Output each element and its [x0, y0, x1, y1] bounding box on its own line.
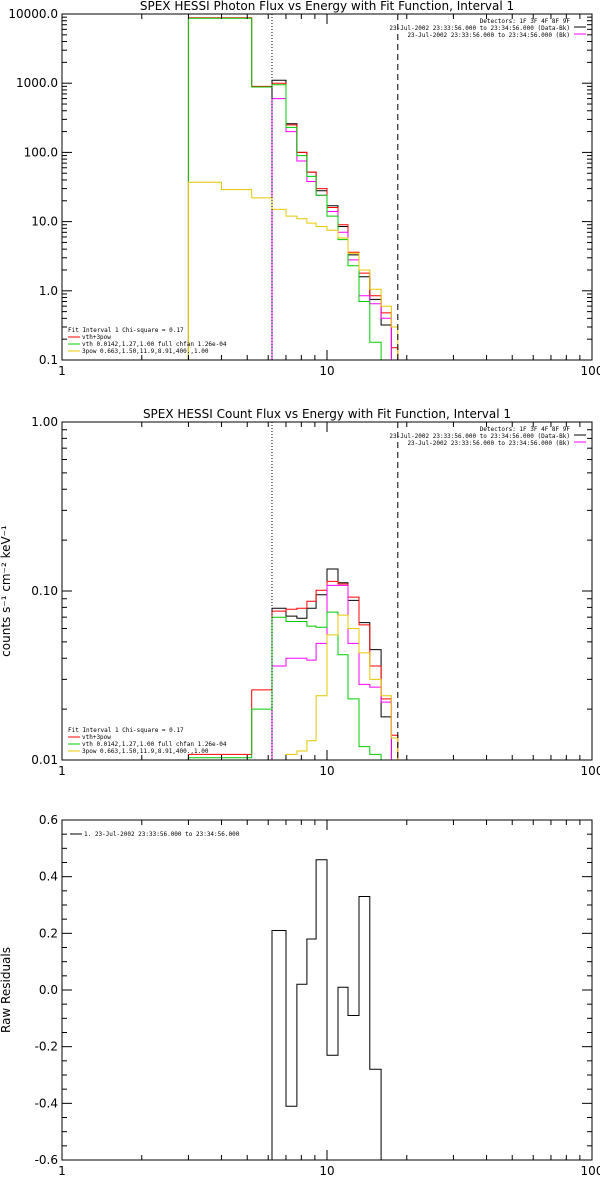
panel-title: SPEX HESSI Count Flux vs Energy with Fit… — [143, 407, 511, 421]
panel-title: SPEX HESSI Photon Flux vs Energy with Fi… — [140, 0, 514, 13]
series-1-line — [271, 568, 392, 760]
y-tick-label: 10.0 — [31, 215, 58, 229]
plot-area — [187, 17, 407, 360]
plot-area — [271, 859, 382, 1160]
y-tick-label: 100.0 — [24, 145, 58, 159]
series-2-line — [187, 580, 399, 760]
series-5-line — [187, 181, 407, 360]
legend-text: vth+3pow — [82, 734, 111, 741]
x-tick-label: 100 — [581, 364, 600, 378]
y-tick-label: 0.1 — [39, 353, 58, 367]
x-tick-label: 10 — [319, 1164, 334, 1178]
panel-3: Raw Residuals 1 10 100 -0.6 -0.4 -0.2 0.0 0.2 0.4… — [0, 813, 600, 1178]
y-tick-label: 0.2 — [39, 926, 58, 940]
series-5-line — [285, 614, 399, 760]
info-text: 23-Jul-2002 23:33:56.000 to 23:34:56.000… — [407, 440, 570, 447]
y-tick-label: 1.00 — [31, 415, 58, 429]
x-tick-label: 10 — [319, 764, 334, 778]
panel-1: SPEX HESSI Photon Flux vs Energy with Fi… — [8, 0, 600, 378]
y-axis-label: Raw Residuals — [0, 947, 13, 1033]
y-axis-label: counts s⁻¹ cm⁻² keV⁻¹ — [0, 525, 13, 657]
legend-text: vth 0.0142,1.27,1.00 full chfan 1.26e-04 — [82, 741, 227, 748]
y-tick-label: 1000.0 — [16, 76, 58, 90]
series-3-line — [271, 98, 392, 360]
series-2-line — [187, 17, 399, 360]
legend-text: 3pow 0.663,1.50,11.9,8.91,400.,1.00 — [82, 748, 209, 755]
legend-text: Fit Interval 1 Chi-square = 0.17 — [68, 727, 184, 734]
info-text: 23-Jul-2002 23:33:56.000 to 23:34:56.000… — [407, 32, 570, 39]
info-text: 23-Jul-2002 23:33:56.000 to 23:34:56.000… — [389, 25, 570, 32]
series-4-line — [187, 17, 382, 360]
y-tick-label: 0.10 — [31, 584, 58, 598]
legend-text: 1. 23-Jul-2002 23:33:56.000 to 23:34:56.… — [84, 831, 240, 838]
y-tick-label: 0.6 — [39, 813, 58, 827]
series-4-line — [187, 611, 382, 760]
legend-text: vth+3pow — [82, 334, 111, 341]
legend-text: Fit Interval 1 Chi-square = 0.17 — [68, 327, 184, 334]
info-text: 23-Jul-2002 23:33:56.000 to 23:34:56.000… — [389, 433, 570, 440]
y-tick-label: 0.01 — [31, 753, 58, 767]
y-tick-label: 1.0 — [39, 284, 58, 298]
plot-area — [187, 568, 399, 760]
series-1-line — [271, 859, 382, 1160]
legend-text: vth 0.0142,1.27,1.00 full chfan 1.26e-04 — [82, 341, 227, 348]
y-tick-label: -0.6 — [35, 1153, 58, 1167]
info-text: Detectors: 1F 3F 4F 8F 9F — [480, 18, 571, 25]
y-tick-label: 0.4 — [39, 870, 58, 884]
legend-text: 3pow 0.663,1.50,11.9,8.91,400.,1.00 — [82, 348, 209, 355]
x-tick-label: 100 — [581, 1164, 600, 1178]
y-tick-label: 10000.0 — [8, 7, 58, 21]
panel-2: SPEX HESSI Count Flux vs Energy with Fit… — [0, 407, 600, 778]
x-tick-label: 10 — [319, 364, 334, 378]
x-tick-label: 100 — [581, 764, 600, 778]
y-tick-label: -0.4 — [35, 1096, 58, 1110]
series-3-line — [271, 584, 392, 760]
plot-frame — [61, 13, 593, 361]
x-tick-label: 1 — [58, 764, 66, 778]
x-tick-label: 1 — [58, 1164, 66, 1178]
info-text: Detectors: 1F 3F 4F 8F 9F — [480, 426, 571, 433]
series-1-line — [271, 79, 392, 360]
y-tick-label: -0.2 — [35, 1040, 58, 1054]
y-tick-label: 0.0 — [39, 983, 58, 997]
x-tick-label: 1 — [58, 364, 66, 378]
